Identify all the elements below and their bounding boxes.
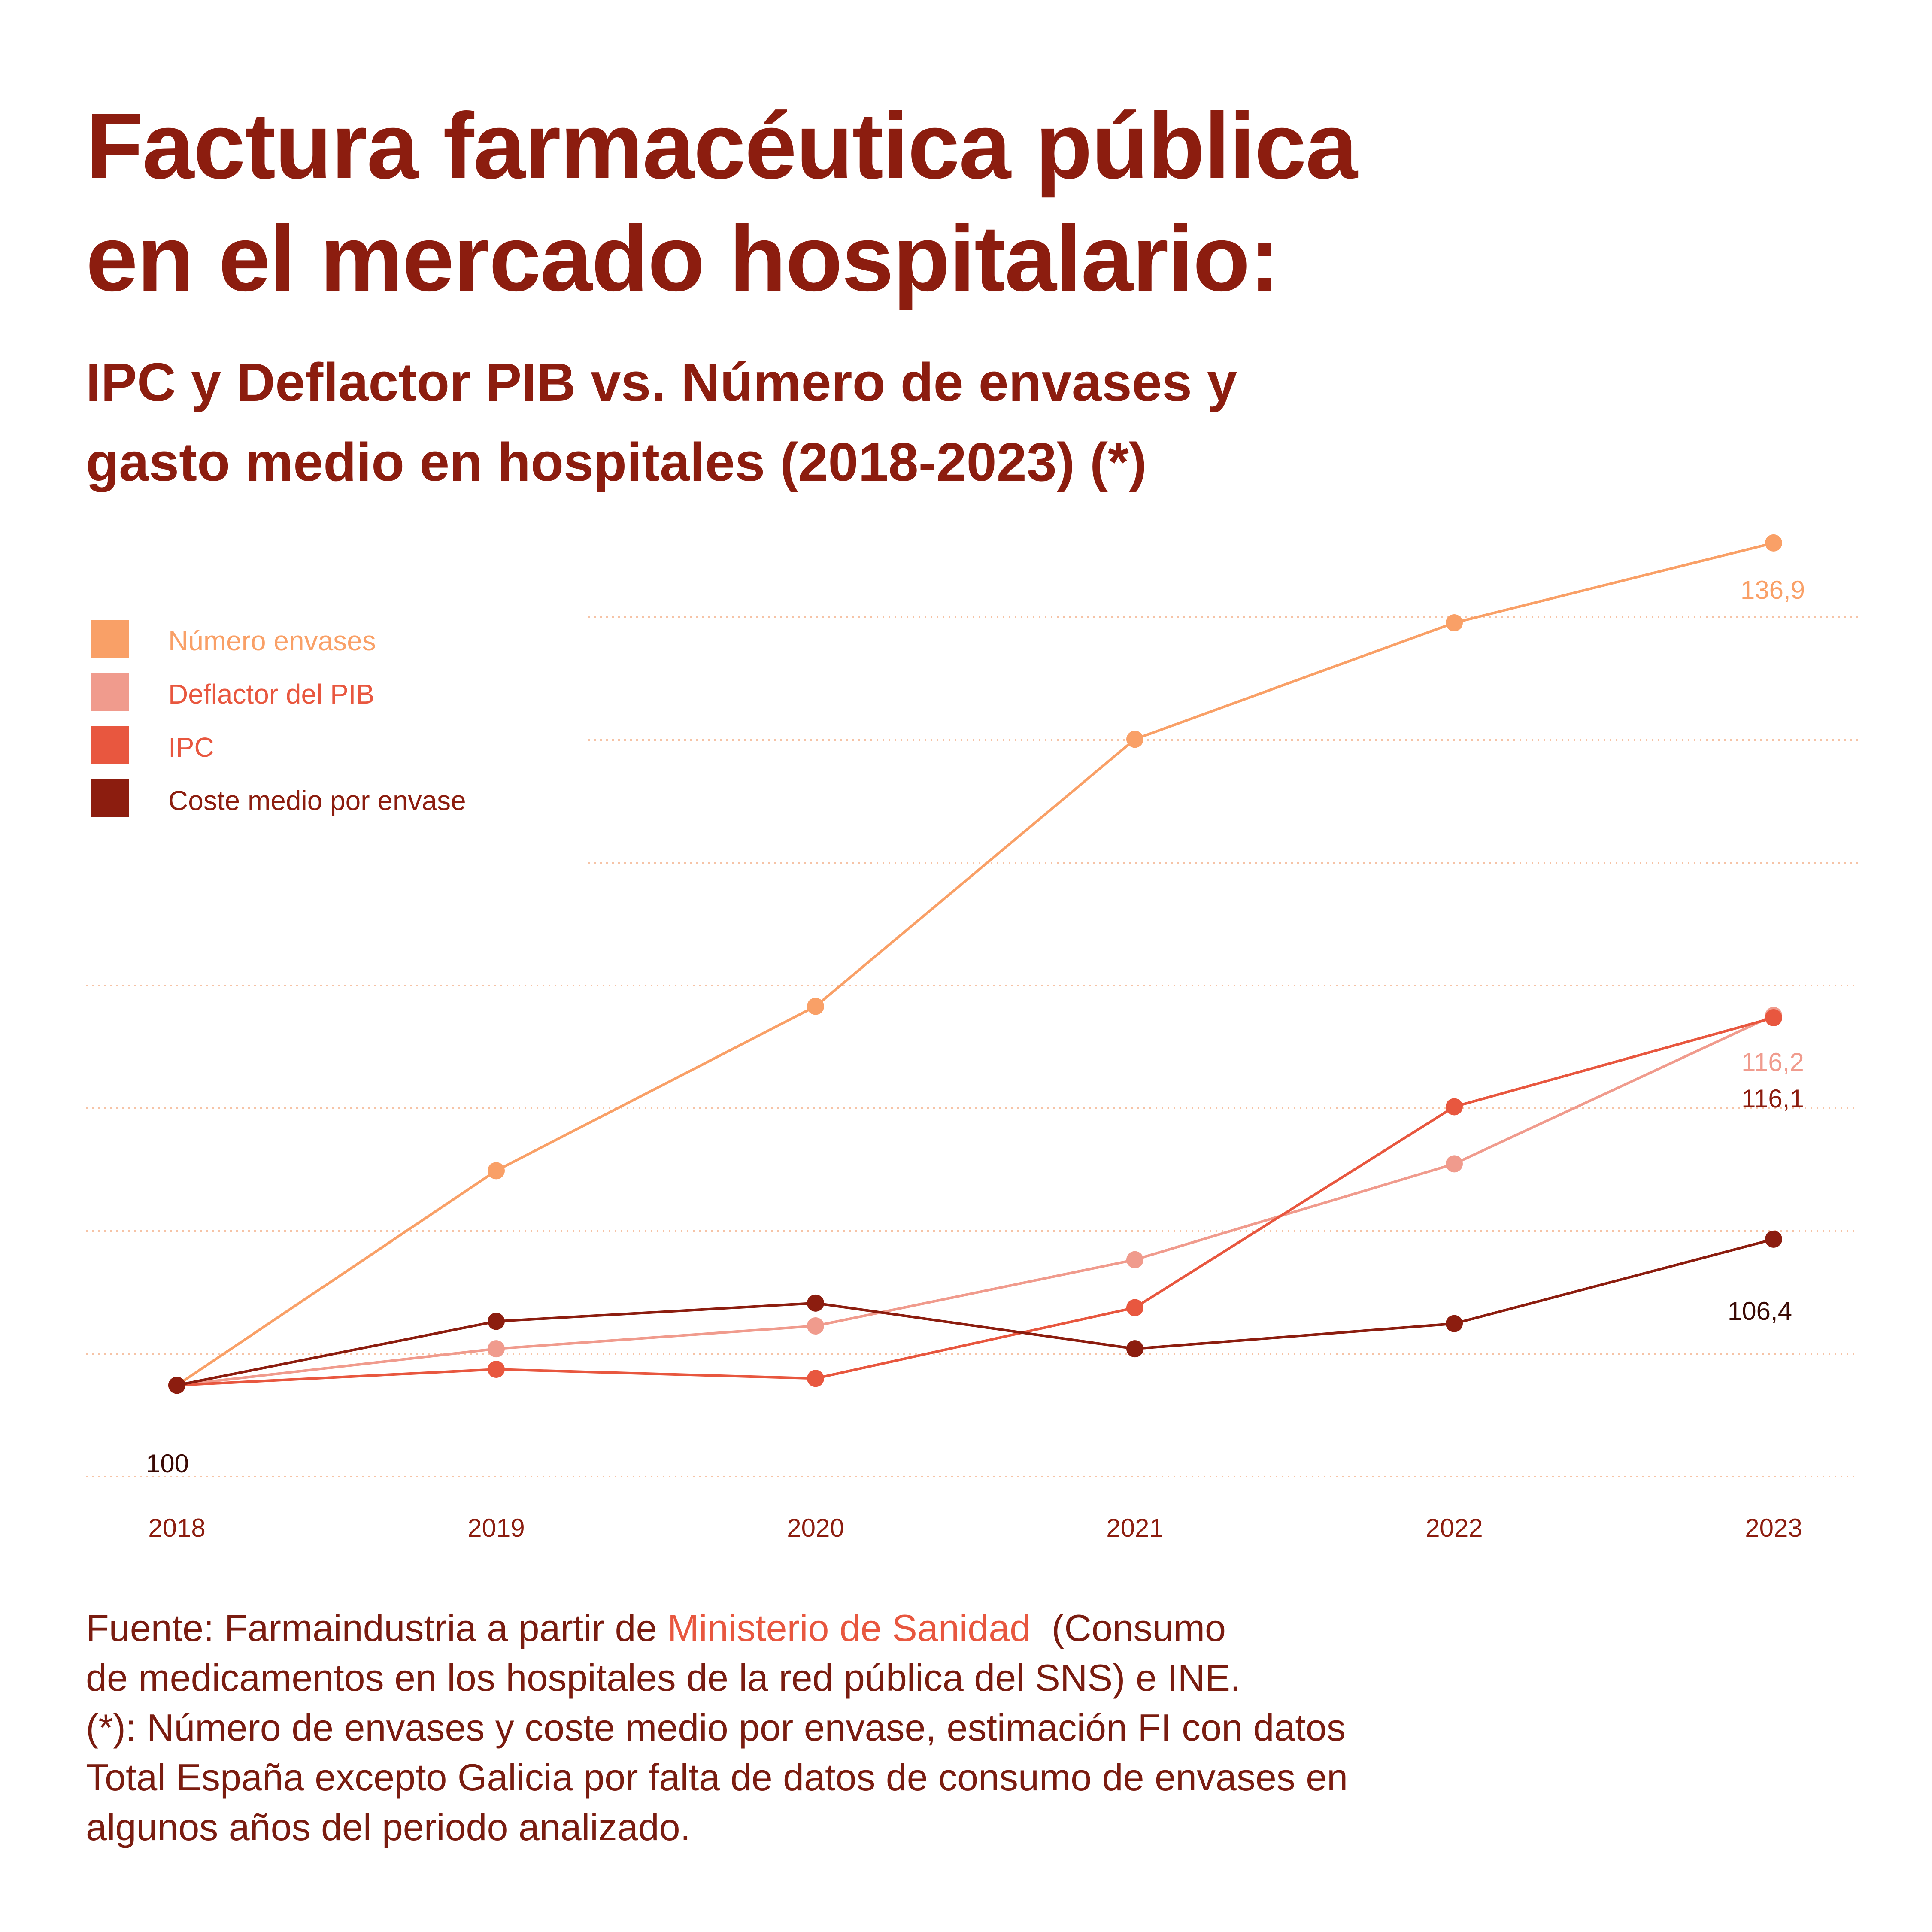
legend-swatch-ipc — [91, 726, 129, 764]
data-label-3: 106,4 — [1728, 1297, 1792, 1325]
footnote-line-5: algunos años del periodo analizado. — [86, 1806, 691, 1848]
subtitle-line-1: IPC y Deflactor PIB vs. Número de envase… — [86, 352, 1237, 412]
legend-swatch-numero-envases — [91, 620, 129, 658]
legend-label-ipc: IPC — [168, 732, 214, 763]
data-label-4: 100 — [146, 1449, 189, 1478]
series-0-point-2021 — [1126, 731, 1143, 748]
series-3-point-2020 — [807, 1294, 824, 1312]
series-1-point-2020 — [807, 1317, 824, 1335]
series-2-point-2020 — [807, 1370, 824, 1387]
source-footnote: Fuente: Farmaindustria a partir de Minis… — [86, 1603, 1803, 1852]
title-line-2: en el mercado hospitalario: — [86, 206, 1280, 311]
legend-label-coste-medio: Coste medio por envase — [168, 785, 466, 816]
series-2-point-2021 — [1126, 1299, 1143, 1316]
series-2-point-2023 — [1765, 1009, 1782, 1027]
series-2-point-2022 — [1446, 1098, 1463, 1116]
data-label-2: 116,1 — [1741, 1084, 1804, 1113]
footnote-line-3: (*): Número de envases y coste medio por… — [86, 1706, 1346, 1749]
series-3-point-2023 — [1765, 1230, 1782, 1248]
series-1-point-2021 — [1126, 1251, 1143, 1268]
legend-label-numero-envases: Número envases — [168, 625, 376, 656]
footnote-line-4: Total España excepto Galicia por falta d… — [86, 1756, 1348, 1799]
series-3-point-2018 — [168, 1377, 185, 1394]
footnote-source-prefix: Fuente: Farmaindustria a partir de — [86, 1607, 667, 1649]
series-0-point-2022 — [1446, 614, 1463, 631]
x-tick-2019: 2019 — [467, 1513, 525, 1542]
series-line-2 — [176, 1016, 1774, 1387]
x-tick-2023: 2023 — [1745, 1513, 1802, 1542]
ministerio-link[interactable]: Ministerio de Sanidad — [667, 1607, 1031, 1649]
footnote-line-2: de medicamentos en los hospitales de la … — [86, 1656, 1241, 1699]
series-3-point-2021 — [1126, 1340, 1143, 1358]
data-label-1: 116,2 — [1741, 1048, 1804, 1077]
series-line-1 — [176, 1014, 1774, 1387]
x-tick-2018: 2018 — [148, 1513, 205, 1542]
x-tick-2021: 2021 — [1106, 1513, 1163, 1542]
legend-swatch-deflactor-pib — [91, 673, 129, 711]
series-0-point-2020 — [807, 998, 824, 1015]
subtitle-line-2: gasto medio en hospitales (2018-2023) (*… — [86, 432, 1147, 492]
series-3-point-2022 — [1446, 1315, 1463, 1332]
series-line-3 — [176, 1238, 1774, 1387]
series-1-point-2019 — [488, 1340, 505, 1358]
footnote-line-1: Fuente: Farmaindustria a partir de Minis… — [86, 1603, 1803, 1653]
footnote-source-suffix: (Consumo — [1031, 1607, 1226, 1649]
data-label-0: 136,9 — [1741, 576, 1805, 604]
series-line-0 — [176, 541, 1774, 1386]
series-3-point-2019 — [488, 1313, 505, 1330]
x-tick-2020: 2020 — [787, 1513, 844, 1542]
title-line-1: Factura farmacéutica pública — [86, 94, 1358, 198]
x-tick-2022: 2022 — [1425, 1513, 1483, 1542]
chart-subtitle: IPC y Deflactor PIB vs. Número de envase… — [86, 343, 1760, 502]
legend-label-deflactor-pib: Deflactor del PIB — [168, 679, 375, 710]
series-0-point-2023 — [1765, 534, 1782, 552]
legend-swatch-coste-medio — [91, 779, 129, 817]
series-1-point-2022 — [1446, 1155, 1463, 1173]
series-0-point-2019 — [488, 1162, 505, 1180]
series-2-point-2019 — [488, 1361, 505, 1378]
page-title: Factura farmacéutica pública en el merca… — [86, 90, 1760, 315]
